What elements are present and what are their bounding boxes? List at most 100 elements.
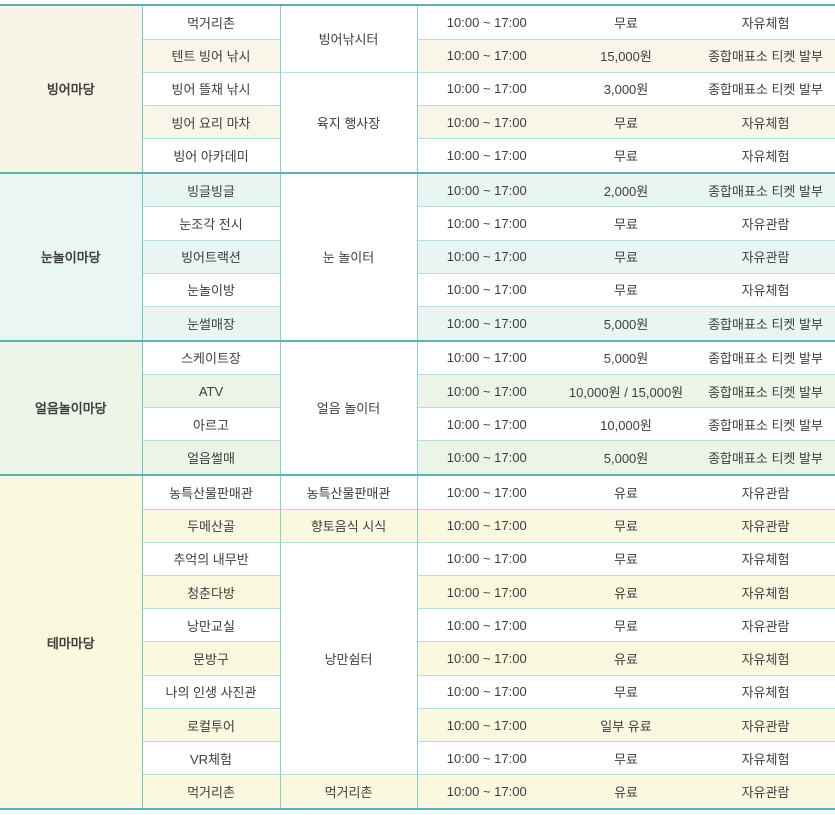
location-cell: 육지 행사장: [280, 71, 418, 173]
table-row: 텐트 빙어 낚시 10:00 ~ 17:00 15,000원 종합매표소 티켓 …: [0, 38, 835, 73]
table-row: 로컬투어 10:00 ~ 17:00 일부 유료 자유관람: [0, 707, 835, 742]
price-cell: 무료: [556, 674, 696, 709]
program-cell: ATV: [142, 374, 281, 408]
note-cell: 종합매표소 티켓 발부: [696, 38, 835, 73]
note-cell: 자유체험: [696, 541, 835, 576]
time-cell: 10:00 ~ 17:00: [417, 474, 556, 510]
table-row: 빙어 아카데미 10:00 ~ 17:00 무료 자유체험: [0, 138, 835, 173]
program-cell: 빙글빙글: [142, 171, 281, 207]
program-cell: 먹거리촌: [142, 774, 281, 809]
note-cell: 자유관람: [696, 206, 835, 241]
festival-program-table: 빙어마당 먹거리촌 빙어낚시터 10:00 ~ 17:00 무료 자유체험 텐트…: [0, 3, 835, 810]
time-cell: 10:00 ~ 17:00: [417, 272, 556, 307]
category-cell: 눈놀이마당: [0, 171, 143, 341]
time-cell: 10:00 ~ 17:00: [417, 541, 556, 576]
table-row: 나의 인생 사진관 10:00 ~ 17:00 무료 자유체험: [0, 674, 835, 709]
note-cell: 자유체험: [696, 3, 835, 40]
note-cell: 자유관람: [696, 239, 835, 274]
table-row: 눈놀이마당 빙글빙글 눈 놀이터 10:00 ~ 17:00 2,000원 종합…: [0, 171, 835, 341]
table-row: 낭만교실 10:00 ~ 17:00 무료 자유관람: [0, 608, 835, 642]
table-row: 테마마당 농특산물판매관 농특산물판매관 10:00 ~ 17:00 유료 자유…: [0, 474, 835, 809]
program-cell: 두메산골: [142, 508, 281, 543]
table-row: VR체험 10:00 ~ 17:00 무료 자유체험: [0, 741, 835, 775]
note-cell: 종합매표소 티켓 발부: [696, 71, 835, 106]
program-cell: 눈놀이방: [142, 272, 281, 307]
time-cell: 10:00 ~ 17:00: [417, 741, 556, 775]
note-cell: 종합매표소 티켓 발부: [696, 305, 835, 341]
time-cell: 10:00 ~ 17:00: [417, 575, 556, 609]
time-cell: 10:00 ~ 17:00: [417, 104, 556, 139]
price-cell: 무료: [556, 239, 696, 274]
program-cell: 추억의 내무반: [142, 541, 281, 576]
time-cell: 10:00 ~ 17:00: [417, 508, 556, 543]
program-cell: 문방구: [142, 641, 281, 676]
price-cell: 무료: [556, 138, 696, 173]
price-cell: 무료: [556, 608, 696, 642]
table-row: ATV 10:00 ~ 17:00 10,000원 / 15,000원 종합매표…: [0, 374, 835, 408]
location-cell: 농특산물판매관: [280, 474, 418, 510]
program-cell: 얼음썰매: [142, 440, 281, 476]
price-cell: 일부 유료: [556, 707, 696, 742]
time-cell: 10:00 ~ 17:00: [417, 38, 556, 73]
location-cell: 향토음식 시식: [280, 508, 418, 543]
program-cell: 농특산물판매관: [142, 474, 281, 510]
price-cell: 무료: [556, 741, 696, 775]
table-row: 빙어트랙션 10:00 ~ 17:00 무료 자유관람: [0, 239, 835, 274]
time-cell: 10:00 ~ 17:00: [417, 239, 556, 274]
note-cell: 자유관람: [696, 474, 835, 510]
note-cell: 자유체험: [696, 104, 835, 139]
category-cell: 얼음놀이마당: [0, 339, 143, 476]
note-cell: 자유관람: [696, 774, 835, 809]
program-cell: 빙어 뜰채 낚시: [142, 71, 281, 106]
note-cell: 종합매표소 티켓 발부: [696, 440, 835, 476]
time-cell: 10:00 ~ 17:00: [417, 407, 556, 441]
category-cell: 빙어마당: [0, 4, 143, 173]
note-cell: 자유체험: [696, 575, 835, 609]
note-cell: 자유체험: [696, 272, 835, 307]
price-cell: 유료: [556, 774, 696, 809]
price-cell: 무료: [556, 541, 696, 576]
program-cell: 먹거리촌: [142, 3, 281, 40]
time-cell: 10:00 ~ 17:00: [417, 305, 556, 341]
location-cell: 먹거리촌: [280, 774, 418, 809]
table-row: 얼음놀이마당 스케이트장 얼음 놀이터 10:00 ~ 17:00 5,000원…: [0, 339, 835, 476]
time-cell: 10:00 ~ 17:00: [417, 206, 556, 241]
price-cell: 무료: [556, 272, 696, 307]
table-row: 문방구 10:00 ~ 17:00 유료 자유체험: [0, 641, 835, 676]
table-row: 눈썰매장 10:00 ~ 17:00 5,000원 종합매표소 티켓 발부: [0, 305, 835, 341]
price-cell: 무료: [556, 206, 696, 241]
program-cell: 빙어 요리 마차: [142, 104, 281, 139]
table-row: 추억의 내무반 낭만쉼터 10:00 ~ 17:00 무료 자유체험: [0, 541, 835, 775]
program-cell: 스케이트장: [142, 339, 281, 375]
table-row: 눈놀이방 10:00 ~ 17:00 무료 자유체험: [0, 272, 835, 307]
table-row: 아르고 10:00 ~ 17:00 10,000원 종합매표소 티켓 발부: [0, 407, 835, 441]
program-cell: 빙어 아카데미: [142, 138, 281, 173]
time-cell: 10:00 ~ 17:00: [417, 707, 556, 742]
price-cell: 2,000원: [556, 171, 696, 207]
program-cell: 눈조각 전시: [142, 206, 281, 241]
table-row: 두메산골 향토음식 시식 10:00 ~ 17:00 무료 자유관람: [0, 508, 835, 543]
time-cell: 10:00 ~ 17:00: [417, 138, 556, 173]
price-cell: 무료: [556, 3, 696, 40]
time-cell: 10:00 ~ 17:00: [417, 71, 556, 106]
price-cell: 무료: [556, 508, 696, 543]
location-cell: 낭만쉼터: [280, 541, 418, 775]
table-row: 청춘다방 10:00 ~ 17:00 유료 자유체험: [0, 575, 835, 609]
time-cell: 10:00 ~ 17:00: [417, 171, 556, 207]
price-cell: 15,000원: [556, 38, 696, 73]
program-cell: 텐트 빙어 낚시: [142, 38, 281, 73]
price-cell: 유료: [556, 575, 696, 609]
time-cell: 10:00 ~ 17:00: [417, 641, 556, 676]
price-cell: 유료: [556, 641, 696, 676]
table-row: 먹거리촌 먹거리촌 10:00 ~ 17:00 유료 자유관람: [0, 774, 835, 809]
note-cell: 자유체험: [696, 741, 835, 775]
note-cell: 종합매표소 티켓 발부: [696, 407, 835, 441]
table-row: 빙어 요리 마차 10:00 ~ 17:00 무료 자유체험: [0, 104, 835, 139]
table-row: 빙어마당 먹거리촌 빙어낚시터 10:00 ~ 17:00 무료 자유체험: [0, 3, 835, 173]
time-cell: 10:00 ~ 17:00: [417, 339, 556, 375]
note-cell: 자유체험: [696, 674, 835, 709]
time-cell: 10:00 ~ 17:00: [417, 440, 556, 476]
note-cell: 자유관람: [696, 707, 835, 742]
location-cell: 빙어낚시터: [280, 3, 418, 73]
